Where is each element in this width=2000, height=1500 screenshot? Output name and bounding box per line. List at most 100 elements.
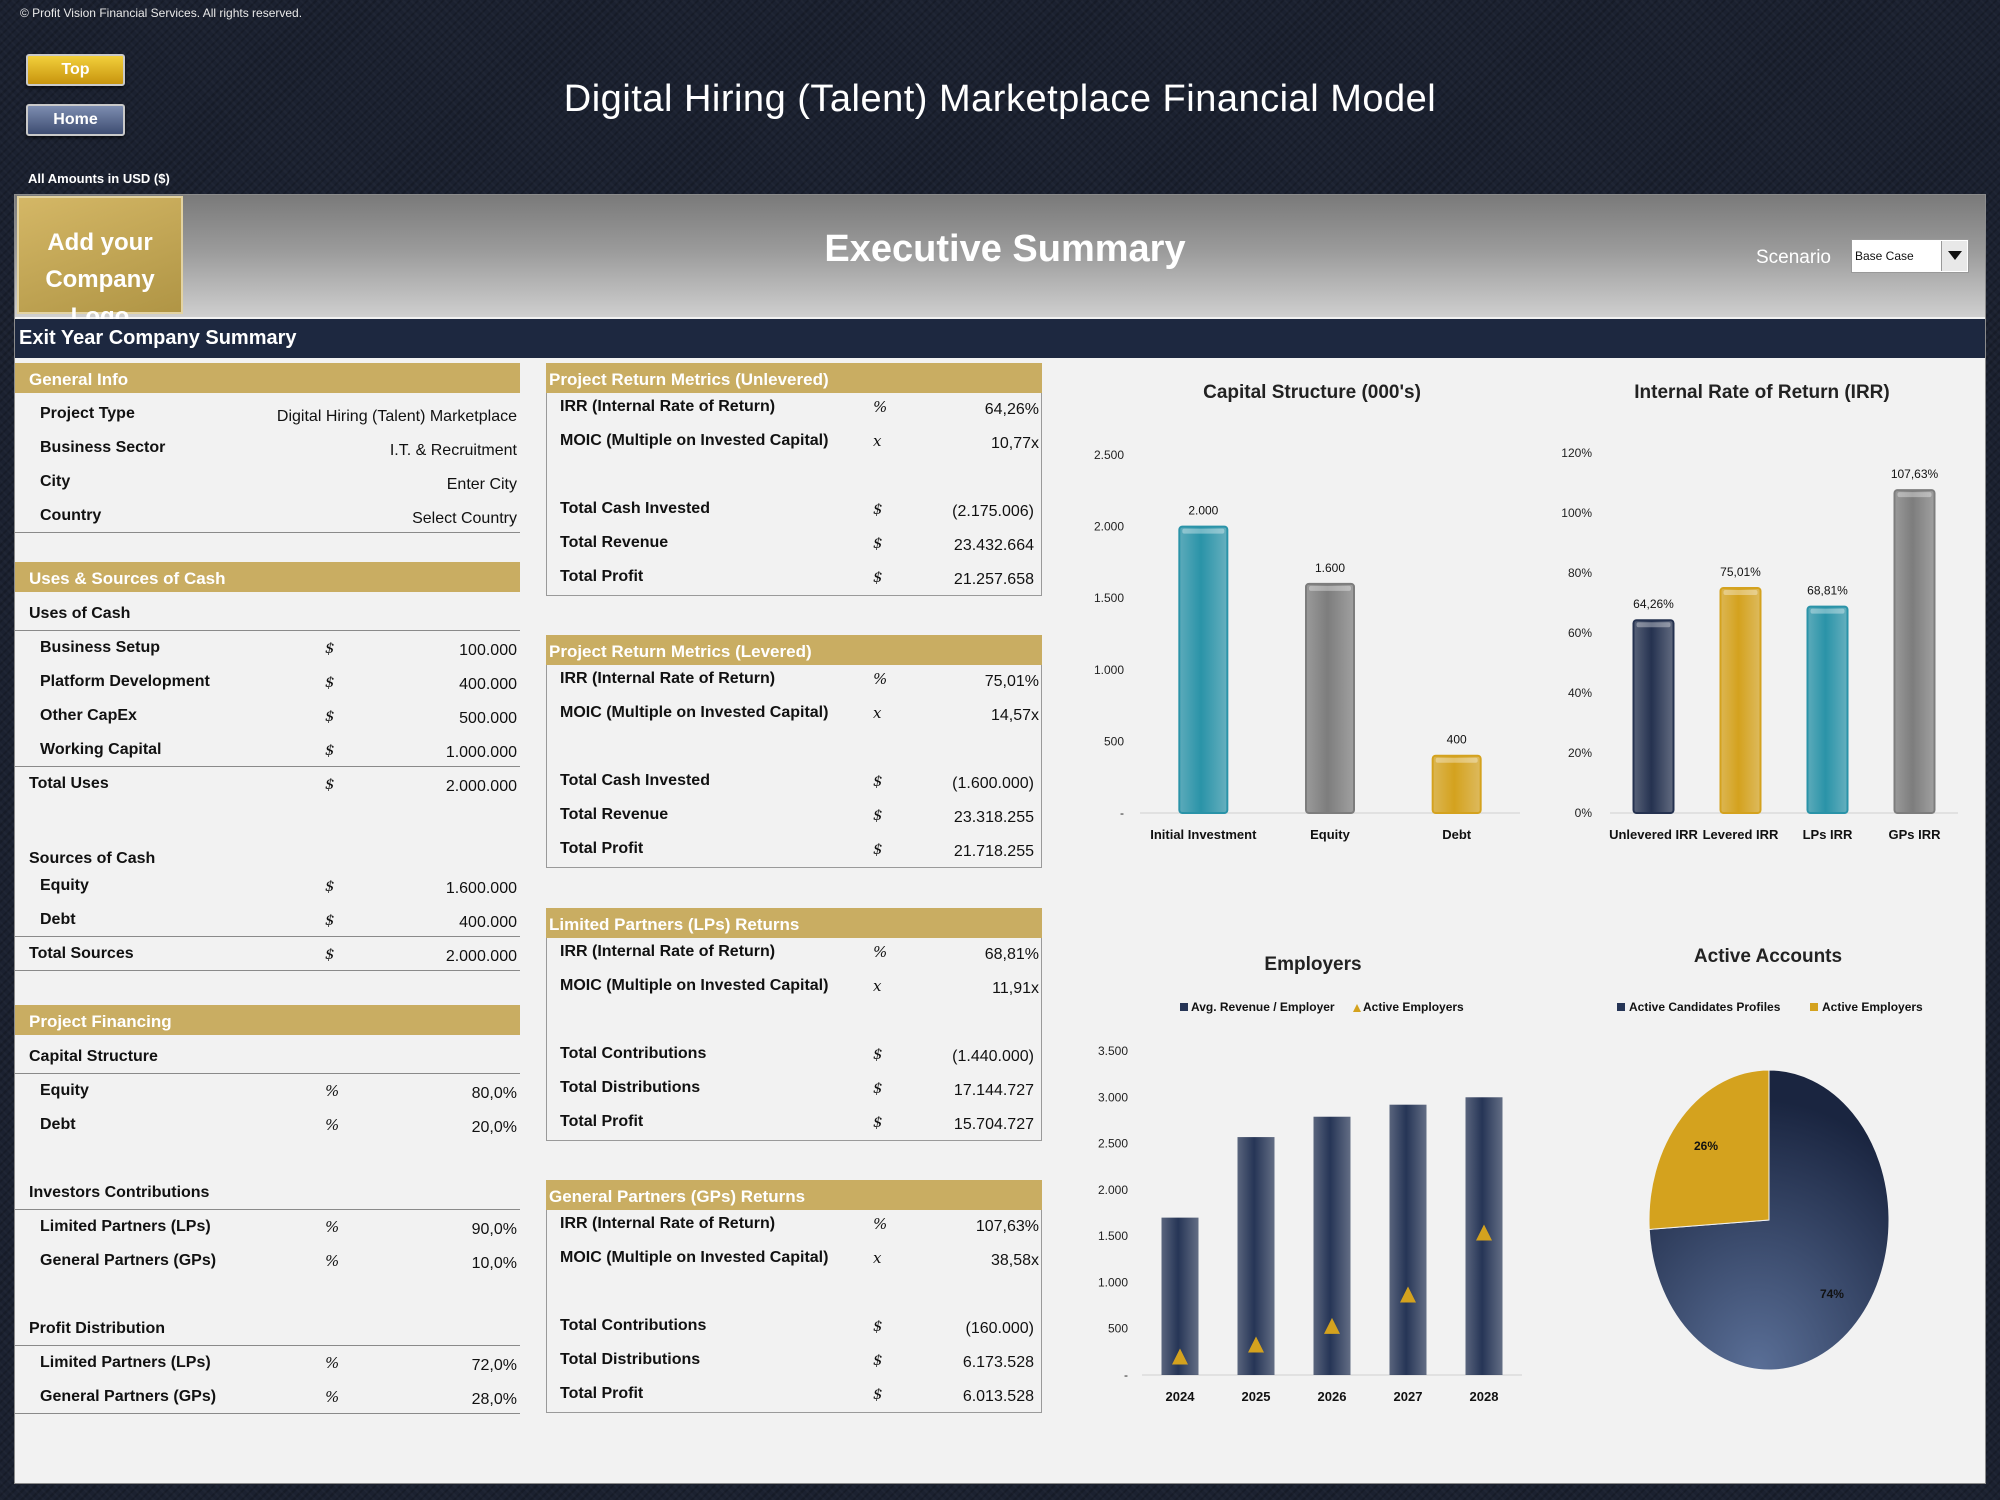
row-label: Total Cash Invested: [560, 772, 710, 789]
bar: [1719, 586, 1762, 814]
row-value: 15.704.727: [953, 1116, 1034, 1133]
row-value: 500.000: [459, 710, 517, 727]
row-unit: x: [873, 432, 882, 450]
total-uses-row: Total Uses $2.000.000: [15, 767, 520, 801]
row-label: Total Profit: [560, 1385, 644, 1402]
capital-structure-row: Debt% 20,0%: [15, 1108, 520, 1142]
row-value: (1.600.000): [952, 775, 1034, 792]
bar: [1389, 1104, 1427, 1375]
row-value: 107,63%: [975, 1218, 1039, 1235]
metrics-row: Total Contributions $ (160.000): [546, 1309, 1042, 1343]
row-label: Total Contributions: [560, 1045, 707, 1062]
employers-chart: Employers Avg. Revenue / Employer Active E…: [1098, 954, 1522, 1404]
data-label: 26%: [1694, 1139, 1718, 1153]
row-unit: x: [873, 977, 882, 995]
bar-highlight: [1309, 585, 1351, 591]
row-value: 1.000.000: [445, 744, 517, 761]
row-label: General Partners (GPs): [40, 1388, 217, 1405]
y-tick-label: 1.500: [1094, 591, 1124, 605]
metrics-box-border: [546, 1210, 1042, 1413]
metrics-header: Project Return Metrics (Unlevered): [546, 363, 1042, 393]
row-label: Debt: [40, 1116, 76, 1133]
bar: [1237, 1137, 1275, 1375]
section-title: Executive Summary: [824, 228, 1186, 270]
row-unit: $: [873, 1045, 883, 1063]
bar: [1305, 582, 1355, 814]
x-tick-label: 2024: [1166, 1389, 1196, 1404]
dropdown-arrow-icon[interactable]: [1941, 241, 1967, 271]
metrics-header: Limited Partners (LPs) Returns: [546, 908, 1042, 938]
row-value: I.T. & Recruitment: [389, 442, 517, 459]
row-label: Limited Partners (LPs): [40, 1354, 211, 1371]
capital-structure-heading: Capital Structure: [15, 1040, 520, 1074]
data-label: 1.600: [1315, 561, 1345, 575]
bar: [1806, 605, 1849, 814]
bar: [1313, 1116, 1351, 1375]
row-unit: $: [325, 945, 335, 963]
uses-row: Other CapEx $500.000: [15, 699, 520, 733]
subheading-label: Uses of Cash: [29, 605, 131, 622]
investor-row: Limited Partners (LPs)% 90,0%: [15, 1210, 520, 1244]
row-value: 400.000: [459, 676, 517, 693]
row-unit: $: [873, 772, 883, 790]
home-button[interactable]: Home: [26, 104, 125, 136]
row-unit: %: [873, 1215, 888, 1233]
x-tick-label: 2027: [1394, 1389, 1423, 1404]
legend-swatch: [1180, 1003, 1188, 1011]
top-button[interactable]: Top: [26, 54, 125, 86]
irr-chart: Internal Rate of Return (IRR) 0% 20% 40% 60%…: [1561, 382, 1958, 842]
bar: [1893, 489, 1936, 815]
row-value: 6.173.528: [962, 1354, 1034, 1371]
uses-sources-header: Uses & Sources of Cash: [15, 562, 520, 592]
row-value: 64,26%: [984, 401, 1039, 418]
y-tick-label: 120%: [1561, 446, 1592, 460]
row-label: Working Capital: [40, 741, 162, 758]
y-tick-label: -: [1124, 1368, 1128, 1382]
data-label: 64,26%: [1633, 597, 1674, 611]
row-unit: $: [325, 775, 335, 793]
row-unit: $: [325, 639, 335, 657]
marker: [1248, 1336, 1264, 1353]
row-unit: %: [325, 1252, 340, 1270]
metrics-row: Total Contributions $ (1.440.000): [546, 1037, 1042, 1071]
y-tick-label: 1.500: [1098, 1229, 1128, 1243]
y-tick-label: 500: [1104, 734, 1124, 748]
row-unit: %: [873, 398, 888, 416]
row-unit: $: [325, 741, 335, 759]
subheading-label: Investors Contributions: [29, 1184, 210, 1201]
row-label: Total Distributions: [560, 1079, 701, 1096]
row-value: Select Country: [412, 510, 517, 527]
row-label: MOIC (Multiple on Invested Capital): [560, 704, 829, 721]
row-value: 400.000: [459, 914, 517, 931]
row-label: Platform Development: [40, 673, 210, 690]
metrics-box-border: [546, 665, 1042, 868]
row-label: Equity: [40, 877, 89, 894]
y-tick-label: 20%: [1568, 746, 1592, 760]
row-value: 10,77x: [990, 435, 1039, 452]
row-value: 21.718.255: [953, 843, 1034, 860]
row-unit: $: [873, 534, 883, 552]
row-unit: $: [325, 911, 335, 929]
general-info-row: City Enter City: [15, 465, 520, 499]
row-value: 28,0%: [471, 1391, 517, 1408]
subheading-label: Profit Distribution: [29, 1320, 165, 1337]
metrics-box-border: [546, 938, 1042, 1141]
row-value: Digital Hiring (Talent) Marketplace: [276, 408, 517, 425]
row-value: 17.144.727: [953, 1082, 1034, 1099]
row-unit: $: [325, 707, 335, 725]
row-label: IRR (Internal Rate of Return): [560, 943, 776, 960]
general-info-row: Business Sector I.T. & Recruitment: [15, 431, 520, 465]
metrics-row: MOIC (Multiple on Invested Capital) x 38,5…: [546, 1241, 1042, 1275]
row-unit: %: [325, 1388, 340, 1406]
metrics-row: IRR (Internal Rate of Return)% 75,01%: [546, 662, 1042, 696]
metrics-row: Total Profit $6.013.528: [546, 1377, 1042, 1411]
currency-note: All Amounts in USD ($): [28, 171, 170, 186]
profit-distribution-row: General Partners (GPs)% 28,0%: [15, 1380, 520, 1414]
exit-year-summary-header: Exit Year Company Summary: [15, 319, 1985, 358]
row-unit: $: [325, 877, 335, 895]
chart-title: Active Accounts: [1694, 946, 1842, 967]
row-unit: x: [873, 1249, 882, 1267]
scenario-label: Scenario: [1756, 247, 1831, 268]
row-label: Total Revenue: [560, 806, 669, 823]
general-info-row: Project Type Digital Hiring (Talent) Mark…: [15, 397, 520, 431]
